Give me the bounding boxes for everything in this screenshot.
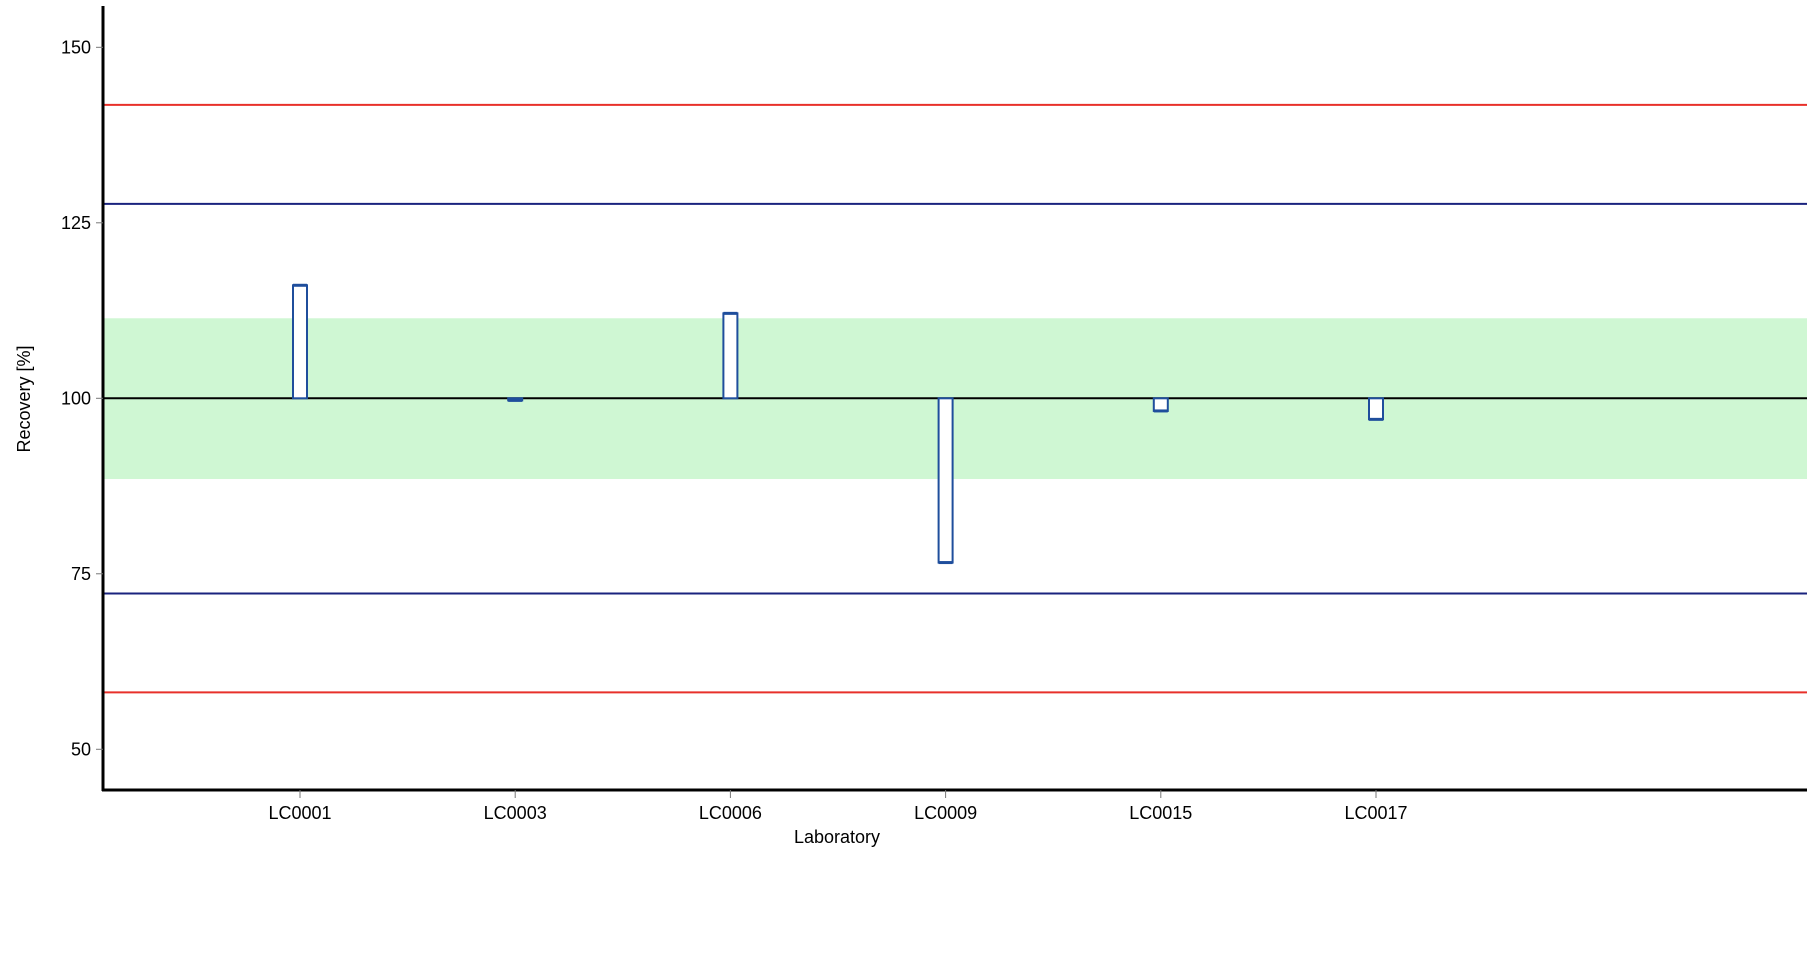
x-tick-label-LC0009: LC0009	[914, 803, 977, 823]
y-axis-label: Recovery [%]	[14, 345, 34, 452]
x-tick-label-LC0006: LC0006	[699, 803, 762, 823]
bar-LC0015	[1152, 397, 1169, 412]
plot-area	[104, 103, 1807, 694]
y-tick-label-75: 75	[71, 564, 91, 584]
bar-LC0017	[1368, 397, 1384, 421]
y-tick-label-100: 100	[61, 388, 91, 408]
x-axis-label: Laboratory	[794, 827, 880, 847]
x-tick-label-LC0003: LC0003	[484, 803, 547, 823]
y-tick-label-50: 50	[71, 739, 91, 759]
y-tick-label-150: 150	[61, 37, 91, 57]
x-tick-label-LC0001: LC0001	[268, 803, 331, 823]
x-tick-label-LC0015: LC0015	[1129, 803, 1192, 823]
axes: 50 75 100 125 150 LC0001 LC0003 LC0006 LC0009 LC0…	[61, 6, 1807, 823]
bar-LC0001	[292, 284, 308, 400]
bar-LC0009	[937, 397, 954, 564]
y-tick-label-125: 125	[61, 213, 91, 233]
x-tick-label-LC0017: LC0017	[1344, 803, 1407, 823]
bar-LC0006	[722, 312, 739, 400]
